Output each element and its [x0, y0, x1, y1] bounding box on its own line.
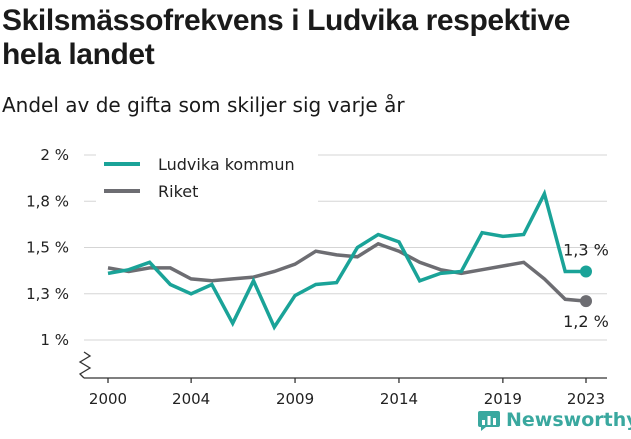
newsworthy-logo: Newsworthy — [477, 408, 631, 432]
series-lines — [107, 188, 592, 331]
end-point — [580, 295, 592, 308]
legend-label: Riket — [158, 182, 198, 201]
y-tick-label: 1,8 % — [26, 192, 69, 210]
end-value-label: 1,2 % — [563, 312, 609, 331]
y-tick-label: 2 % — [40, 146, 69, 164]
chart-subtitle: Andel av de gifta som skiljer sig varje … — [2, 93, 405, 117]
end-value-label: 1,3 % — [563, 241, 609, 260]
series-line — [107, 188, 586, 331]
bar-chart-icon — [478, 411, 500, 431]
y-axis-labels: 1 % 1,3 % 1,5 % 1,8 % 2 % — [26, 146, 69, 349]
x-tick-label: 2014 — [380, 390, 418, 408]
legend-label: Ludvika kommun — [158, 155, 295, 174]
y-tick-label: 1,3 % — [26, 285, 69, 303]
x-axis: 2000 2004 2009 2014 2019 2023 — [78, 351, 607, 408]
axis-break-icon — [78, 351, 92, 379]
y-tick-label: 1 % — [40, 331, 69, 349]
x-tick-label: 2004 — [172, 390, 210, 408]
x-tick-label: 2000 — [89, 390, 127, 408]
end-labels: 1,2 % 1,3 % — [563, 241, 609, 332]
legend-background — [96, 150, 318, 202]
end-point — [580, 265, 592, 278]
x-tick-label: 2019 — [484, 390, 522, 408]
legend: Ludvika kommun Riket — [96, 150, 318, 202]
chart-title: Skilsmässofrekvens i Ludvika respektive … — [2, 4, 571, 71]
y-tick-label: 1,5 % — [26, 239, 69, 257]
series-line — [107, 241, 587, 303]
x-tick-label: 2023 — [567, 390, 605, 408]
brand-name: Newsworthy — [506, 409, 631, 431]
x-tick-label: 2009 — [276, 390, 314, 408]
